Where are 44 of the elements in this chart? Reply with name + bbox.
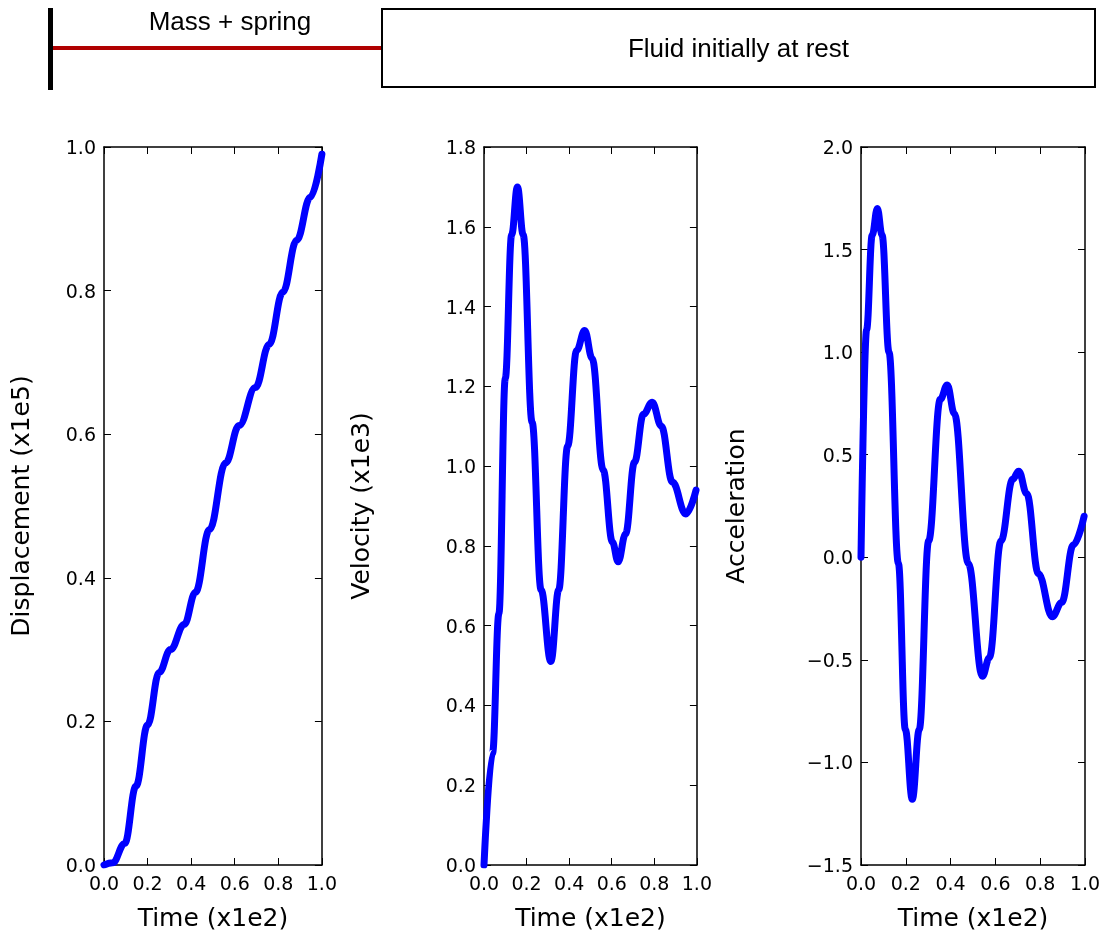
x-tick-label: 1.0 [1069, 871, 1101, 894]
y-tick-label: 1.2 [445, 375, 476, 398]
y-tick-label: 1.0 [445, 455, 476, 478]
y-tick-label: 0.8 [65, 279, 96, 302]
y-tick-label: −1.0 [806, 751, 853, 774]
y-tick-label: 1.6 [445, 215, 476, 238]
y-tick-label: 0.5 [822, 443, 853, 466]
y-axis-title: Displacement (x1e5) [6, 375, 35, 637]
x-tick-label: 0.8 [1025, 871, 1056, 894]
y-tick-label: 1.5 [822, 238, 853, 261]
y-tick-label: 0.4 [65, 566, 96, 589]
y-tick-label: −0.5 [806, 648, 853, 671]
y-tick-label: 0.2 [65, 710, 96, 733]
y-tick-label: 0.6 [445, 614, 476, 637]
y-tick-label: 0.6 [65, 423, 96, 446]
x-tick-label: 1.0 [306, 871, 337, 894]
y-tick-label: 2.0 [822, 136, 853, 158]
x-tick-label: 0.4 [554, 871, 585, 894]
x-tick-label: 0.2 [511, 871, 542, 894]
x-tick-label: 0.8 [639, 871, 670, 894]
mass-box: Fluid initially at rest [381, 8, 1096, 88]
y-axis-title: Velocity (x1e3) [346, 412, 375, 600]
y-tick-label: 1.4 [445, 295, 476, 318]
x-axis-title: Time (x1e2) [896, 903, 1049, 932]
y-tick-label: 0.4 [445, 694, 476, 717]
x-tick-label: 0.2 [132, 871, 163, 894]
x-tick-label: 0.6 [219, 871, 250, 894]
x-tick-label: 0.4 [935, 871, 966, 894]
y-tick-label: 1.8 [445, 136, 476, 158]
x-tick-label: 0.4 [176, 871, 207, 894]
x-axis-title: Time (x1e2) [136, 903, 289, 932]
text: Mass + spring [147, 6, 313, 37]
y-tick-label: 1.0 [65, 136, 96, 158]
y-tick-label: 0.8 [445, 534, 476, 557]
x-tick-label: 0.8 [263, 871, 294, 894]
x-tick-label: 1.0 [681, 871, 712, 894]
x-tick-label: 0.6 [980, 871, 1011, 894]
y-tick-label: 1.0 [822, 341, 853, 364]
x-axis-title: Time (x1e2) [514, 903, 666, 932]
y-tick-label: 0.2 [445, 774, 476, 797]
y-axis-title: Acceleration [721, 428, 750, 584]
x-tick-label: 0.2 [890, 871, 921, 894]
x-tick-label: 0.6 [596, 871, 627, 894]
y-tick-label: 0.0 [822, 546, 853, 569]
